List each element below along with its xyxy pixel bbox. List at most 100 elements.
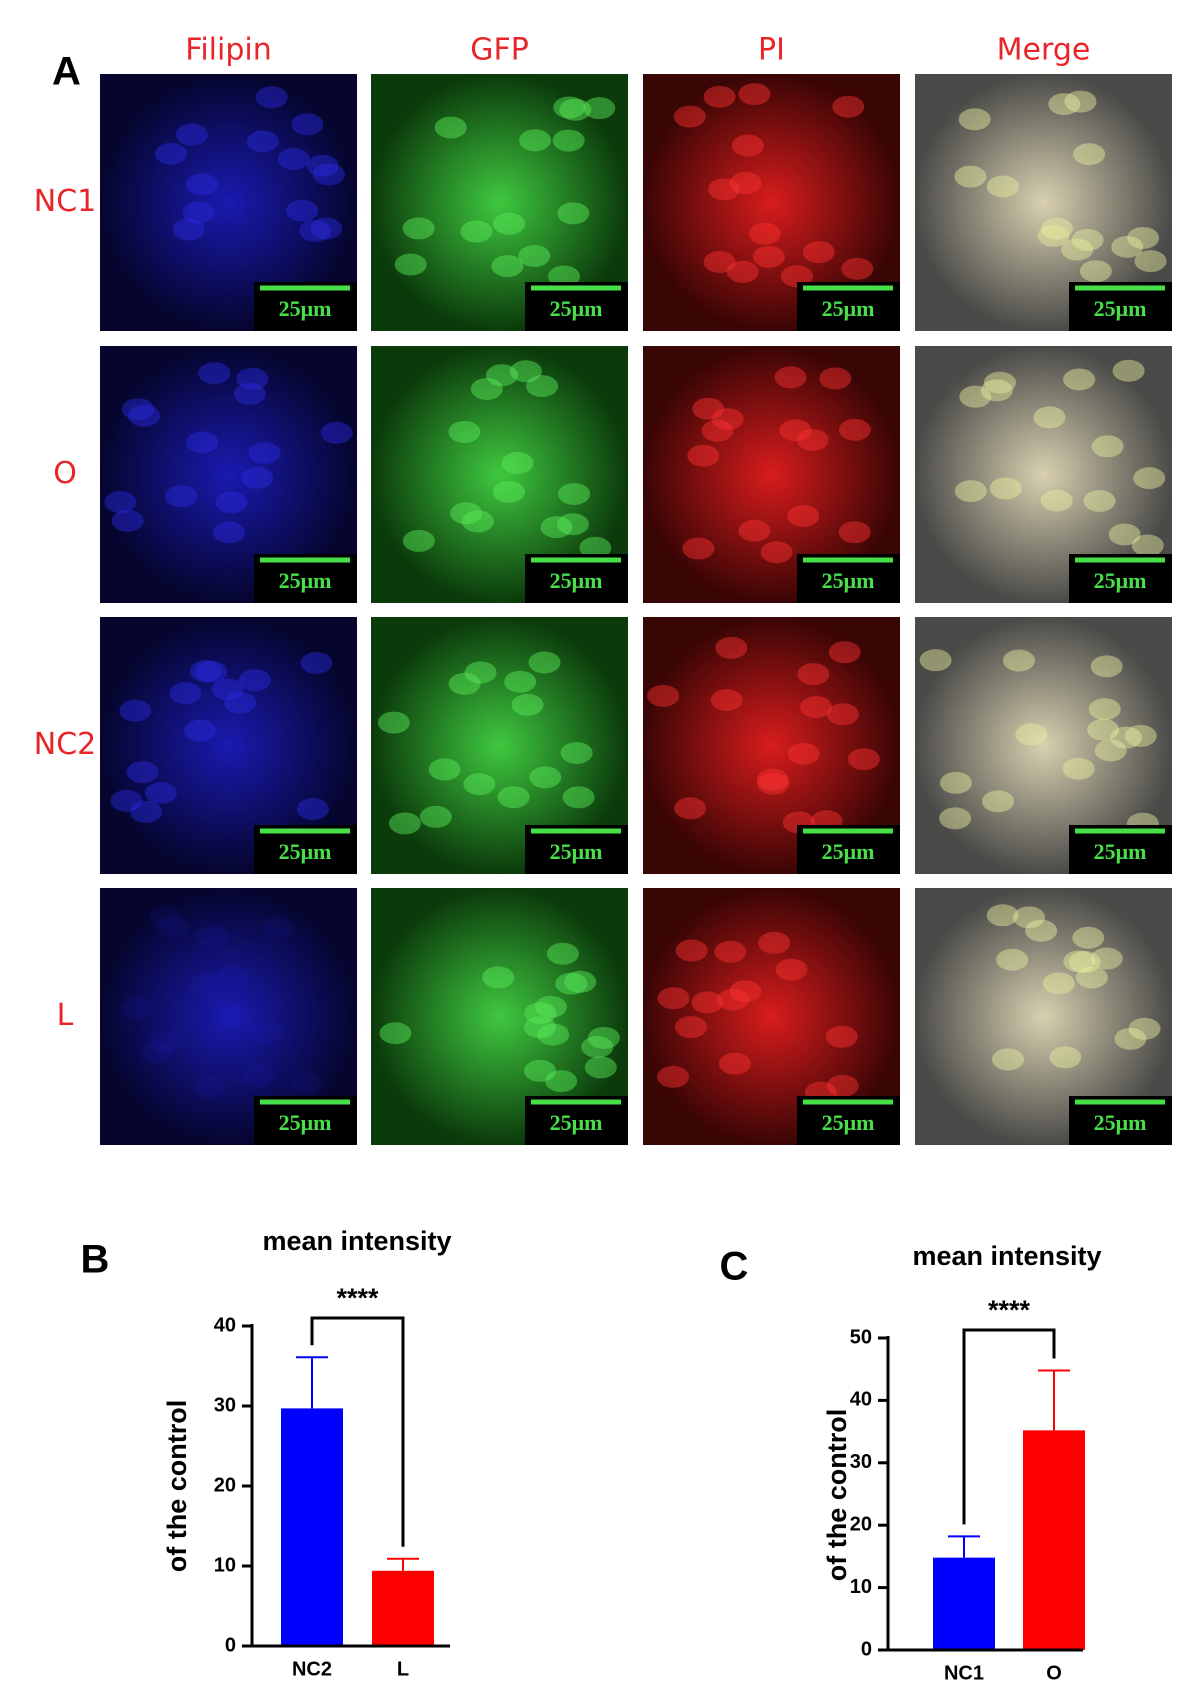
cell — [731, 134, 764, 157]
cell — [460, 220, 493, 243]
significance-label: **** — [336, 1283, 379, 1313]
cell — [1128, 1017, 1161, 1040]
cell — [989, 477, 1022, 500]
y-tick-label: 0 — [225, 1634, 236, 1656]
cell — [583, 97, 616, 120]
cell — [218, 1005, 251, 1028]
row-label: NC1 — [34, 184, 96, 219]
cell — [169, 682, 202, 705]
cell — [1040, 489, 1073, 512]
scale-bar-label: 25μm — [550, 568, 603, 593]
panel-label: C — [720, 1245, 749, 1289]
cell — [1015, 723, 1048, 746]
cell — [1088, 698, 1121, 721]
cell — [715, 636, 748, 659]
cell — [847, 748, 880, 771]
cell — [982, 790, 1015, 813]
cell — [148, 1031, 181, 1054]
cell — [379, 1022, 412, 1045]
cell — [148, 905, 181, 928]
cell — [236, 367, 269, 390]
cell — [212, 521, 245, 544]
cell — [775, 958, 808, 981]
bar — [372, 1570, 434, 1646]
cell — [579, 536, 612, 559]
cell — [954, 165, 987, 188]
cell — [703, 251, 736, 274]
panel-label: A — [52, 50, 81, 94]
cell — [1033, 406, 1066, 429]
cell — [291, 113, 324, 136]
cell — [1063, 368, 1096, 391]
cell — [826, 1074, 859, 1097]
cell — [306, 154, 339, 177]
cell — [248, 442, 281, 465]
scale-bar-label: 25μm — [1094, 296, 1147, 321]
scale-bar-label: 25μm — [822, 568, 875, 593]
cell — [523, 1016, 556, 1039]
cell — [760, 541, 793, 564]
cell — [1042, 972, 1075, 995]
cell — [519, 129, 552, 152]
cell — [552, 129, 585, 152]
cell — [780, 265, 813, 288]
cell — [504, 670, 537, 693]
cell — [832, 95, 865, 118]
cell — [1091, 435, 1124, 458]
cell — [682, 537, 715, 560]
cell — [491, 255, 524, 278]
y-axis-label: of the control — [162, 1400, 192, 1572]
cell — [581, 1035, 614, 1058]
cell — [1040, 217, 1073, 240]
cell — [501, 452, 534, 475]
cell — [233, 382, 266, 405]
column-label: Merge — [997, 33, 1091, 68]
cell — [524, 1002, 557, 1025]
cell — [800, 696, 833, 719]
cell — [656, 1065, 689, 1088]
cell — [996, 948, 1029, 971]
cell — [1073, 143, 1106, 166]
scale-bar-label: 25μm — [550, 296, 603, 321]
cell — [584, 1056, 617, 1079]
cell — [121, 398, 154, 421]
cell — [119, 997, 152, 1020]
cell — [674, 797, 707, 820]
cell — [286, 199, 319, 222]
cell — [255, 86, 288, 109]
scale-bar-label: 25μm — [822, 839, 875, 864]
cell — [674, 1016, 707, 1039]
cell — [757, 772, 790, 795]
cell — [216, 966, 249, 989]
cell — [1134, 250, 1167, 273]
bar — [933, 1557, 995, 1650]
cell — [545, 1070, 578, 1093]
cell — [1111, 235, 1144, 258]
cell — [300, 652, 333, 675]
cell — [154, 142, 187, 165]
cell — [710, 689, 743, 712]
y-tick-label: 10 — [850, 1576, 872, 1598]
cell — [277, 147, 310, 170]
row-label: O — [53, 456, 77, 491]
row-label: L — [57, 998, 74, 1033]
cell — [262, 916, 295, 939]
cell — [1072, 926, 1105, 949]
cell — [184, 719, 217, 742]
cell — [838, 418, 871, 441]
cell — [718, 1052, 751, 1075]
cell — [939, 807, 972, 830]
cell — [703, 85, 736, 108]
cell — [296, 798, 329, 821]
scale-bar-label: 25μm — [550, 1110, 603, 1135]
significance-label: **** — [988, 1295, 1031, 1325]
cell — [128, 404, 161, 427]
cell — [299, 219, 332, 242]
cell — [186, 431, 219, 454]
cell — [1133, 467, 1166, 490]
cell — [1094, 739, 1127, 762]
cell — [691, 991, 724, 1014]
cell — [992, 1048, 1025, 1071]
cell — [841, 257, 874, 280]
cell — [470, 377, 503, 400]
